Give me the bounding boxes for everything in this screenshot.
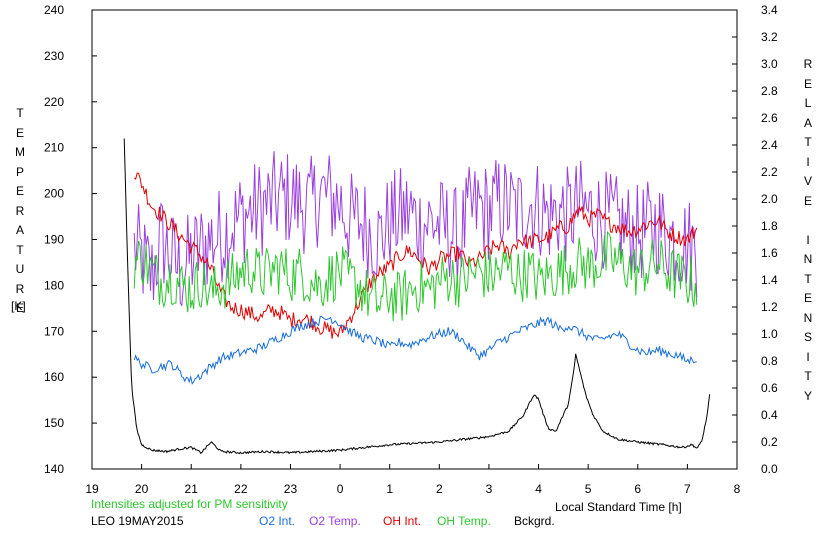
legend-item: OH Int. <box>383 514 422 528</box>
left-tick-label: 200 <box>44 187 64 201</box>
axis-label-letter: T <box>16 106 24 120</box>
right-tick-label: 1.6 <box>761 246 778 260</box>
x-tick-label: 20 <box>135 482 149 496</box>
axis-label-letter: I <box>806 154 810 169</box>
right-tick-label: 2.6 <box>761 111 778 125</box>
right-tick-label: 0.4 <box>761 408 778 422</box>
axis-label-letter: A <box>15 223 24 237</box>
right-tick-label: 2.4 <box>761 138 778 152</box>
axis-label-letter: V <box>803 174 812 188</box>
axis-label-letter: R <box>15 203 25 218</box>
legend-item: OH Temp. <box>437 514 491 528</box>
station-date-label: LEO 19MAY2015 <box>91 514 184 528</box>
axis-label-letter: T <box>804 271 812 286</box>
left-tick-label: 230 <box>44 49 64 63</box>
series-line-oh-int <box>133 172 698 339</box>
x-tick-label: 8 <box>734 482 741 496</box>
right-tick-label: 0.8 <box>761 354 778 368</box>
axis-label-letter: R <box>803 57 813 71</box>
left-tick-label: 180 <box>44 278 64 292</box>
axis-label-letter: E <box>15 301 24 315</box>
right-tick-label: 3.2 <box>761 30 778 44</box>
axis-label-letter: N <box>803 252 813 266</box>
left-tick-label: 210 <box>44 141 64 155</box>
axis-label-letter: L <box>804 96 812 110</box>
legend-item: Bckgrd. <box>514 514 555 528</box>
x-axis-label: Local Standard Time [h] <box>555 500 682 514</box>
x-tick-label: 21 <box>185 482 199 496</box>
axis-label-letter: S <box>803 330 812 344</box>
x-tick-label: 0 <box>337 482 344 496</box>
axis-label-letter: E <box>803 291 812 305</box>
axis-label-letter: P <box>15 164 24 179</box>
legend-item: O2 Temp. <box>309 514 361 528</box>
x-tick-label: 4 <box>535 482 542 496</box>
x-tick-label: 1 <box>386 482 393 496</box>
axis-label-letter: I <box>806 232 810 247</box>
right-tick-label: 0.0 <box>761 462 778 476</box>
axis-label-letter: Y <box>803 388 812 403</box>
series-line-oh-temp <box>133 230 698 322</box>
x-tick-label: 6 <box>634 482 641 496</box>
axis-label-letter: E <box>803 193 812 208</box>
left-tick-label: 150 <box>44 416 64 430</box>
axis-label-letter: T <box>16 242 24 257</box>
right-tick-label: 1.0 <box>761 327 778 341</box>
right-tick-label: 1.2 <box>761 300 778 314</box>
right-tick-label: 2.8 <box>761 84 778 98</box>
right-tick-label: 2.0 <box>761 192 778 206</box>
axis-label-letter: I <box>806 349 810 364</box>
left-tick-label: 140 <box>44 462 64 476</box>
axis-label-letter <box>800 211 816 231</box>
left-tick-label: 160 <box>44 370 64 384</box>
x-tick-label: 19 <box>85 482 99 496</box>
right-tick-label: 1.4 <box>761 273 778 287</box>
right-tick-label: 0.2 <box>761 435 778 449</box>
x-tick-label: 3 <box>486 482 493 496</box>
x-tick-label: 2 <box>436 482 443 496</box>
right-tick-label: 0.6 <box>761 381 778 395</box>
left-tick-label: 220 <box>44 95 64 109</box>
left-tick-label: 170 <box>44 324 64 338</box>
axis-label-letter: M <box>15 145 25 159</box>
legend-item: O2 Int. <box>259 514 296 528</box>
left-tick-label: 240 <box>44 3 64 17</box>
pm-sensitivity-note: Intensities adjusted for PM sensitivity <box>91 497 288 511</box>
right-tick-label: 3.0 <box>761 57 778 71</box>
x-tick-label: 23 <box>284 482 298 496</box>
x-tick-label: 5 <box>585 482 592 496</box>
axis-label-letter: N <box>803 310 813 325</box>
axis-label-letter: E <box>15 125 24 140</box>
axis-label-letter: E <box>803 76 812 91</box>
axis-label-letter: T <box>804 369 812 383</box>
axis-label-letter: A <box>803 115 812 130</box>
right-tick-label: 3.4 <box>761 3 778 17</box>
left-tick-label: 190 <box>44 233 64 247</box>
series-line-o2-int <box>133 315 697 385</box>
left-axis-unit: [K] <box>11 299 26 313</box>
axis-label-letter: U <box>15 262 25 276</box>
x-tick-label: 22 <box>234 482 248 496</box>
right-tick-label: 1.8 <box>761 219 778 233</box>
axis-label-letter: T <box>804 135 812 149</box>
series-line-bckgrd <box>123 138 711 455</box>
axis-label-letter: E <box>15 184 24 198</box>
series-line-o2-temp <box>133 151 698 307</box>
axis-label-letter: R <box>15 281 25 296</box>
right-tick-label: 2.2 <box>761 165 778 179</box>
x-tick-label: 7 <box>684 482 691 496</box>
